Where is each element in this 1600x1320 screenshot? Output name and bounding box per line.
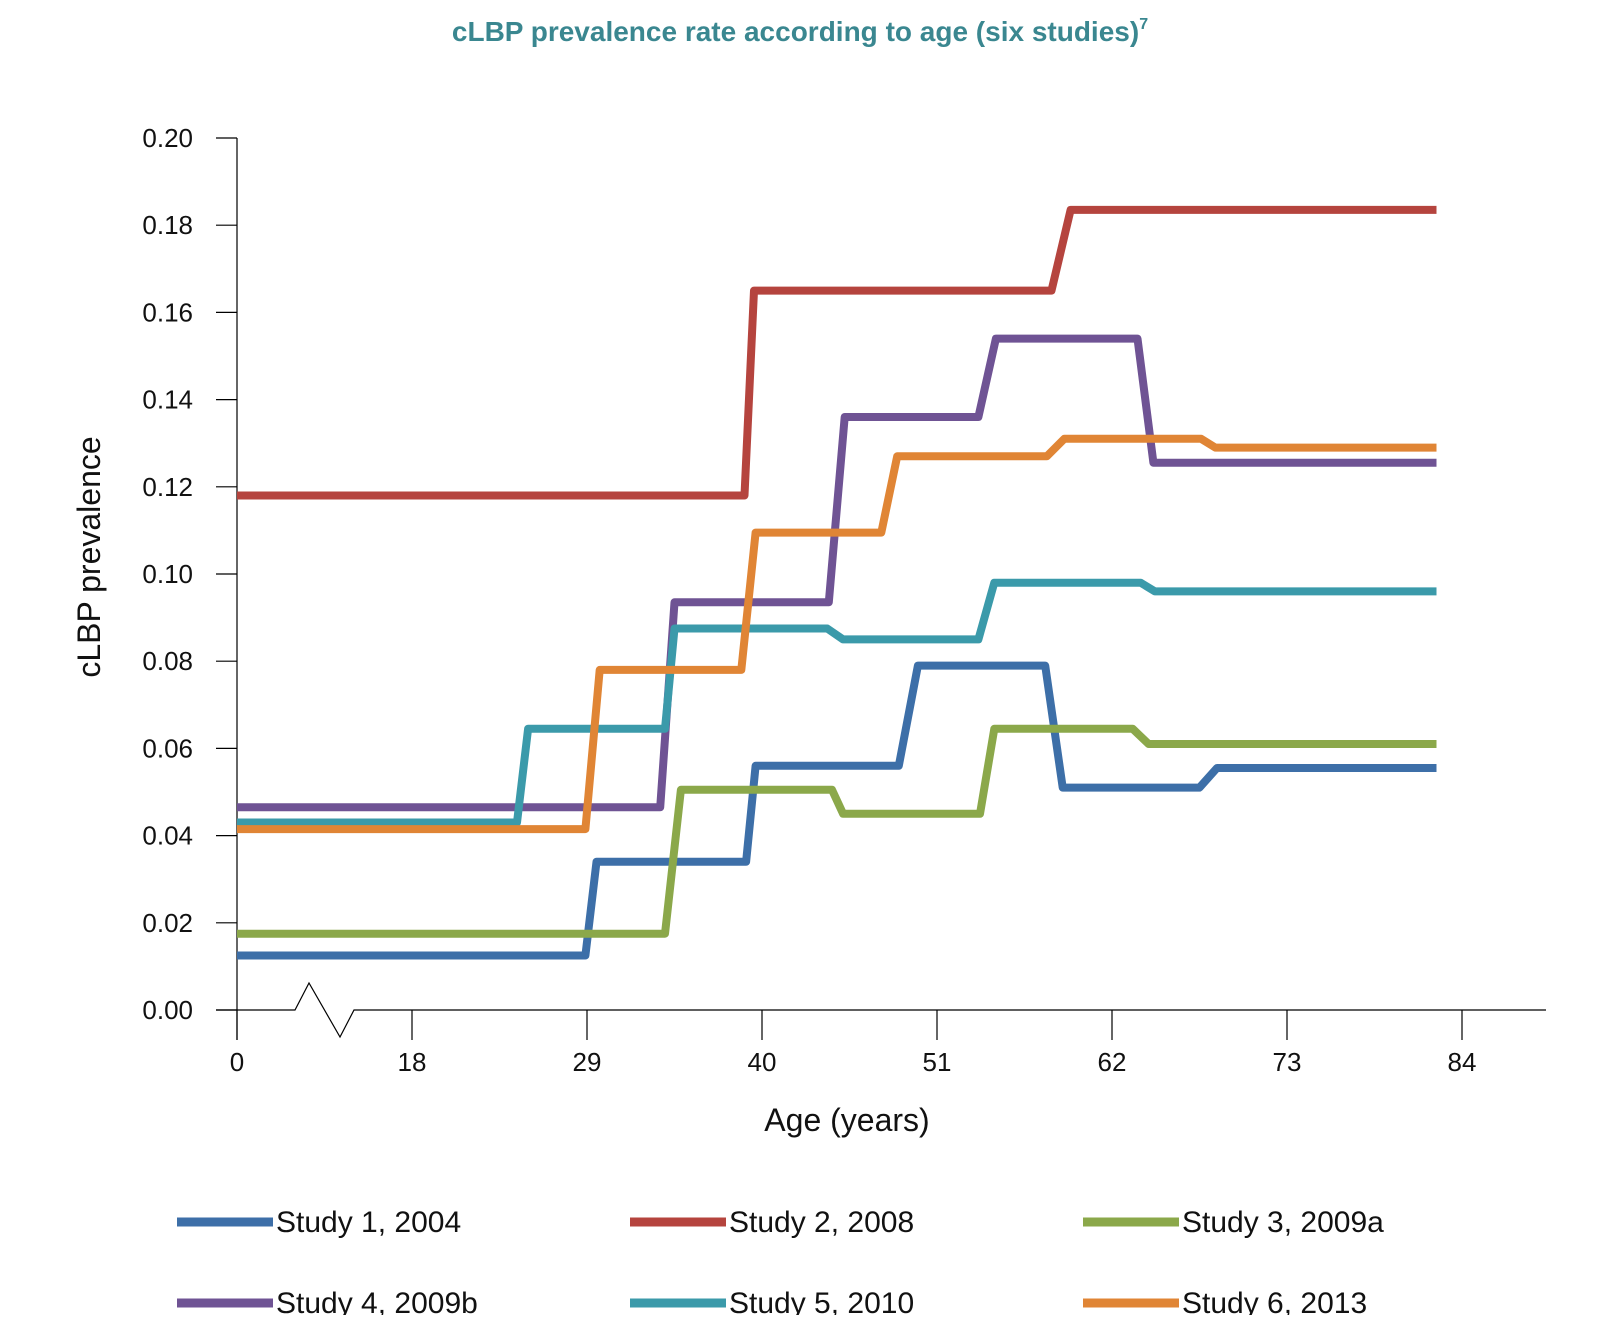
series-line-study-6 xyxy=(237,434,1437,834)
y-tick-label: 0.00 xyxy=(142,995,193,1025)
chart-title-main: cLBP prevalence rate according to age (s… xyxy=(452,16,1139,47)
y-tick-label: 0.10 xyxy=(142,559,193,589)
legend-item-study-2: Study 2, 2008 xyxy=(630,1206,914,1239)
x-axis-label: Age (years) xyxy=(764,1102,929,1138)
legend-item-study-3: Study 3, 2009a xyxy=(1083,1206,1384,1239)
legend-label: Study 3, 2009a xyxy=(1182,1206,1384,1239)
y-tick-label: 0.16 xyxy=(142,297,193,327)
legend-label: Study 2, 2008 xyxy=(729,1206,914,1239)
legend: Study 1, 2004 Study 2, 2008 Study 3, 2009a… xyxy=(177,1206,1384,1320)
y-tick-label: 0.14 xyxy=(142,385,193,415)
y-tick-label: 0.02 xyxy=(142,908,193,938)
x-tick-label: 18 xyxy=(398,1047,427,1077)
series-line-study-3 xyxy=(237,724,1437,938)
series-line-study-2 xyxy=(237,205,1437,500)
x-tick-label: 29 xyxy=(573,1047,602,1077)
y-axis: 0.20 0.18 0.16 0.14 0.12 0.10 0.08 0.06 0.04 0.02… xyxy=(142,123,238,1040)
y-tick-label: 0.18 xyxy=(142,210,193,240)
x-tick-label: 84 xyxy=(1448,1047,1477,1077)
y-tick-label: 0.08 xyxy=(142,646,193,676)
legend-item-study-1: Study 1, 2004 xyxy=(177,1206,461,1239)
legend-label: Study 4, 2009b xyxy=(276,1287,478,1315)
y-tick-label: 0.06 xyxy=(142,733,193,763)
y-axis-label: cLBP prevalence xyxy=(71,436,107,677)
x-tick-label: 51 xyxy=(923,1047,952,1077)
legend-item-study-4: Study 4, 2009b xyxy=(177,1287,478,1320)
x-tick-label: 40 xyxy=(748,1047,777,1077)
legend-item-study-6: Study 6, 2013 xyxy=(1083,1287,1367,1320)
y-tick-label: 0.12 xyxy=(142,472,193,502)
series-line-study-1 xyxy=(237,661,1437,960)
y-tick-label: 0.04 xyxy=(142,821,193,851)
legend-label: Study 1, 2004 xyxy=(276,1206,461,1239)
legend-label: Study 5, 2010 xyxy=(729,1287,914,1315)
series-layer xyxy=(237,205,1437,960)
series-line-study-4 xyxy=(237,334,1437,812)
chart-title-superscript: 7 xyxy=(1139,16,1148,33)
chart-title: cLBP prevalence rate according to age (s… xyxy=(452,16,1148,47)
x-tick-label: 0 xyxy=(230,1047,244,1077)
series-line-study-5 xyxy=(237,578,1437,827)
x-tick-label: 73 xyxy=(1273,1047,1302,1077)
x-axis: 0 18 29 40 51 62 73 84 xyxy=(216,981,1546,1077)
y-tick-label: 0.20 xyxy=(142,123,193,153)
legend-item-study-5: Study 5, 2010 xyxy=(630,1287,914,1320)
legend-label: Study 6, 2013 xyxy=(1182,1287,1367,1315)
x-axis-line xyxy=(216,981,1546,1039)
x-tick-label: 62 xyxy=(1098,1047,1127,1077)
